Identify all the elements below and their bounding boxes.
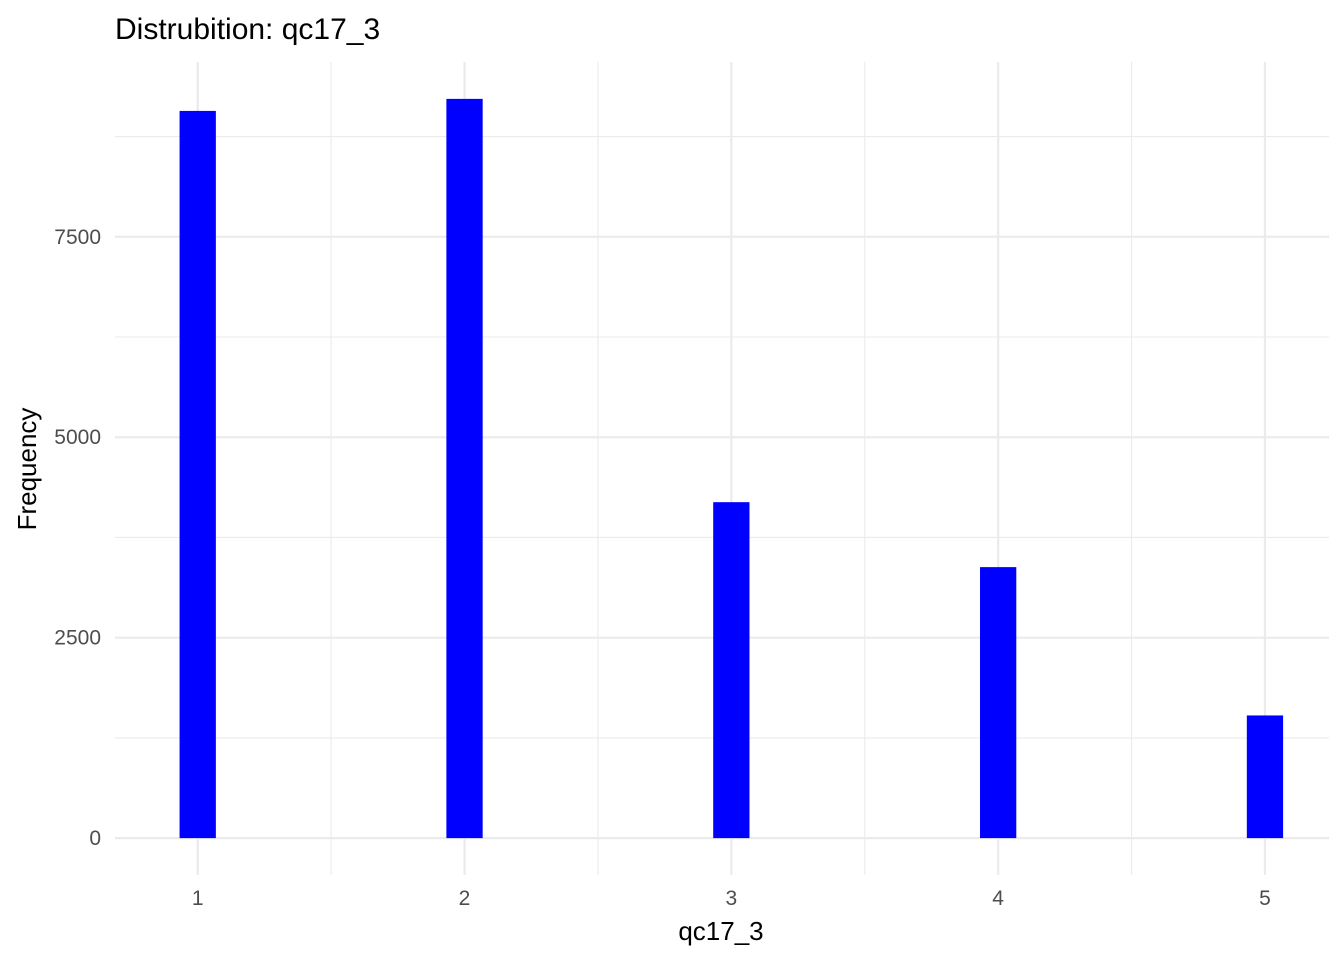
y-tick-label: 5000 [54, 426, 101, 449]
y-axis-ticks: 0 2500 5000 7500 [54, 226, 101, 850]
chart-title: Distrubition: qc17_3 [115, 13, 380, 46]
x-tick-label: 2 [459, 887, 471, 910]
bar [980, 567, 1017, 839]
x-axis-ticks: 1 2 3 4 5 [192, 887, 1271, 910]
y-tick-label: 7500 [54, 226, 101, 249]
y-axis-title: Frequency [12, 408, 42, 531]
y-tick-label: 2500 [54, 627, 101, 650]
x-tick-label: 5 [1259, 887, 1271, 910]
x-tick-label: 4 [992, 887, 1004, 910]
bar [713, 502, 750, 839]
bar [1246, 715, 1284, 839]
bars [179, 98, 1284, 839]
x-axis-title: qc17_3 [678, 916, 763, 946]
y-tick-label: 0 [89, 827, 101, 850]
x-tick-label: 1 [192, 887, 204, 910]
bar [446, 98, 483, 839]
bar [179, 110, 216, 839]
x-tick-label: 3 [725, 887, 737, 910]
